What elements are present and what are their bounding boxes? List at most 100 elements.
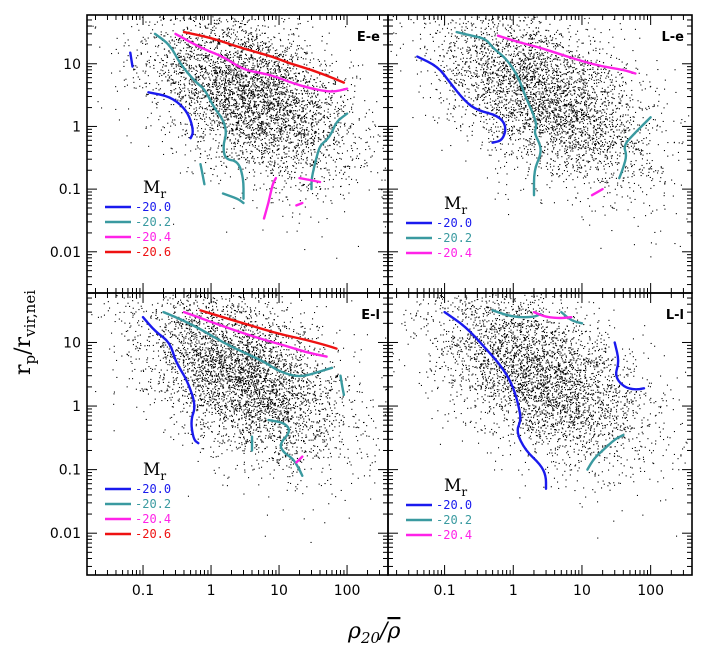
scatter-point [310,78,312,80]
scatter-point [285,77,287,79]
scatter-point [215,27,217,29]
scatter-point [454,42,456,44]
scatter-point [265,46,267,48]
scatter-point [217,98,219,100]
scatter-point [173,67,175,69]
scatter-point [262,81,264,83]
scatter-point [260,77,262,79]
scatter-point [352,103,354,105]
scatter-point [572,150,574,152]
scatter-point [261,124,263,126]
scatter-point [681,143,683,145]
scatter-point [498,106,500,108]
scatter-point [236,76,238,78]
scatter-point [296,230,298,232]
scatter-point [323,180,325,182]
scatter-point [227,136,229,138]
scatter-point [337,132,339,134]
scatter-point [515,99,517,101]
scatter-point [248,104,250,106]
scatter-point [270,202,272,204]
scatter-point [528,58,530,60]
scatter-point [233,53,235,55]
scatter-point [199,60,201,62]
scatter-point [322,201,324,203]
scatter-point [217,124,219,126]
scatter-point [305,92,307,94]
scatter-point [226,98,228,100]
scatter-point [538,109,540,111]
scatter-point [224,85,226,87]
scatter-point [225,109,227,111]
scatter-point [186,43,188,45]
scatter-point [241,98,243,100]
scatter-point [230,74,232,76]
scatter-point [205,96,207,98]
scatter-point [264,142,266,144]
scatter-point [262,101,264,103]
scatter-point [213,100,215,102]
scatter-point [246,21,248,23]
scatter-point [306,106,308,108]
scatter-point [454,27,456,29]
scatter-point [180,50,182,52]
scatter-point [454,81,456,83]
scatter-point [217,75,219,77]
scatter-point [201,68,203,70]
scatter-point [234,104,236,106]
scatter-point [277,101,279,103]
scatter-point [227,92,229,94]
scatter-point [272,108,274,110]
scatter-point [582,122,584,124]
scatter-point [275,77,277,79]
scatter-point [309,163,311,165]
scatter-point [273,119,275,121]
scatter-point [197,57,199,59]
scatter-point [251,90,253,92]
scatter-point [242,75,244,77]
scatter-point [485,52,487,54]
scatter-point [195,107,197,109]
scatter-point [282,51,284,53]
scatter-point [524,55,526,57]
scatter-point [195,58,197,60]
scatter-point [249,153,251,155]
scatter-point [476,97,478,99]
scatter-point [175,98,177,100]
scatter-point [206,61,208,63]
scatter-point [280,80,282,82]
scatter-point [539,55,541,57]
scatter-point [203,47,205,49]
scatter-point [427,70,429,72]
scatter-point [276,139,278,141]
scatter-point [303,107,305,109]
scatter-point [303,136,305,138]
scatter-point [293,155,295,157]
scatter-point [188,103,190,105]
scatter-point [263,183,265,185]
scatter-point [208,23,210,25]
scatter-point [209,62,211,64]
scatter-point [252,112,254,114]
scatter-point [224,60,226,62]
scatter-point [216,61,218,63]
scatter-point [315,186,317,188]
scatter-point [240,56,242,58]
scatter-point [210,91,212,93]
scatter-point [284,76,286,78]
scatter-point [150,125,152,127]
scatter-point [269,91,271,93]
scatter-point [267,166,269,168]
scatter-point [268,103,270,105]
scatter-point [595,120,597,122]
scatter-point [209,129,211,131]
scatter-point [588,134,590,136]
scatter-point [310,216,312,218]
scatter-point [265,42,267,44]
scatter-point [141,16,143,18]
scatter-point [399,47,401,49]
scatter-point [656,60,658,62]
scatter-point [473,72,475,74]
scatter-point [253,117,255,119]
scatter-point [228,97,230,99]
